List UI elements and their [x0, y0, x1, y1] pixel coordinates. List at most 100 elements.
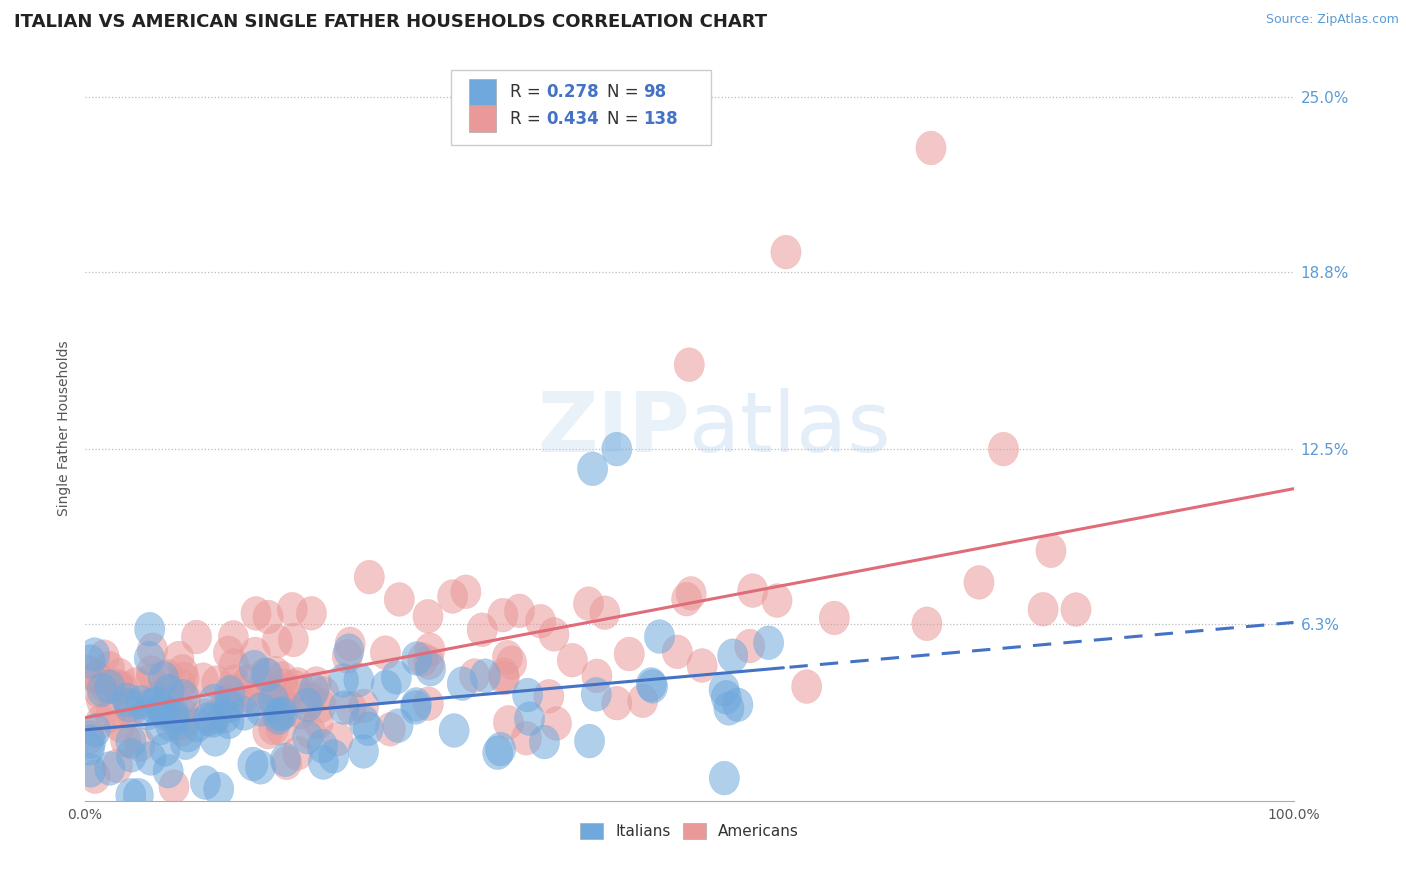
Ellipse shape [344, 663, 374, 697]
Ellipse shape [155, 707, 186, 741]
Ellipse shape [1062, 592, 1091, 626]
Ellipse shape [488, 599, 517, 632]
Ellipse shape [94, 752, 125, 785]
Ellipse shape [319, 739, 349, 773]
Ellipse shape [513, 678, 543, 712]
Ellipse shape [292, 720, 323, 754]
Ellipse shape [1036, 534, 1066, 567]
Ellipse shape [239, 650, 270, 684]
Legend: Italians, Americans: Italians, Americans [574, 817, 804, 846]
Ellipse shape [104, 672, 135, 706]
FancyBboxPatch shape [470, 105, 496, 132]
Ellipse shape [145, 711, 176, 745]
Ellipse shape [460, 658, 489, 692]
Ellipse shape [169, 698, 200, 731]
Ellipse shape [252, 658, 283, 692]
Ellipse shape [152, 659, 183, 693]
Ellipse shape [557, 643, 588, 677]
Ellipse shape [602, 433, 631, 466]
Ellipse shape [285, 695, 316, 729]
Ellipse shape [415, 652, 446, 686]
Ellipse shape [505, 594, 534, 628]
Ellipse shape [204, 772, 233, 806]
Ellipse shape [333, 634, 364, 667]
Ellipse shape [401, 690, 430, 724]
Ellipse shape [75, 645, 105, 679]
Ellipse shape [530, 725, 560, 759]
Ellipse shape [413, 599, 443, 633]
Ellipse shape [103, 749, 132, 783]
Ellipse shape [253, 600, 283, 634]
Ellipse shape [238, 747, 269, 780]
Ellipse shape [201, 699, 232, 733]
Ellipse shape [103, 669, 132, 703]
Ellipse shape [308, 730, 337, 763]
Ellipse shape [280, 670, 309, 704]
Ellipse shape [253, 715, 283, 749]
Ellipse shape [135, 741, 166, 775]
Ellipse shape [489, 661, 519, 695]
Ellipse shape [688, 648, 717, 682]
Ellipse shape [219, 665, 249, 698]
Ellipse shape [437, 580, 468, 614]
Ellipse shape [267, 662, 298, 695]
Ellipse shape [662, 635, 692, 669]
Ellipse shape [301, 666, 332, 700]
Ellipse shape [439, 714, 470, 747]
Ellipse shape [965, 566, 994, 599]
Ellipse shape [87, 673, 117, 706]
Ellipse shape [820, 601, 849, 635]
Ellipse shape [672, 582, 702, 616]
Ellipse shape [148, 661, 179, 695]
Ellipse shape [494, 706, 523, 739]
Ellipse shape [82, 660, 112, 694]
Ellipse shape [181, 620, 212, 654]
Ellipse shape [240, 597, 271, 631]
Ellipse shape [581, 677, 612, 711]
Ellipse shape [304, 705, 333, 739]
Ellipse shape [295, 683, 326, 716]
Text: 98: 98 [644, 84, 666, 102]
Ellipse shape [582, 659, 612, 693]
Text: ITALIAN VS AMERICAN SINGLE FATHER HOUSEHOLDS CORRELATION CHART: ITALIAN VS AMERICAN SINGLE FATHER HOUSEH… [14, 13, 768, 31]
Ellipse shape [323, 723, 353, 756]
Ellipse shape [575, 724, 605, 758]
Ellipse shape [96, 698, 125, 732]
Ellipse shape [138, 633, 167, 666]
Ellipse shape [589, 596, 620, 630]
Ellipse shape [401, 688, 432, 722]
Ellipse shape [264, 698, 295, 731]
Ellipse shape [353, 712, 384, 746]
Ellipse shape [308, 746, 339, 780]
Ellipse shape [135, 612, 165, 646]
Ellipse shape [153, 676, 184, 709]
Ellipse shape [142, 686, 173, 720]
Text: N =: N = [607, 110, 644, 128]
Ellipse shape [262, 624, 292, 658]
Ellipse shape [246, 692, 276, 726]
Ellipse shape [86, 705, 117, 739]
Ellipse shape [197, 704, 228, 738]
Ellipse shape [166, 669, 195, 703]
Ellipse shape [384, 582, 415, 616]
Ellipse shape [160, 702, 190, 736]
Ellipse shape [402, 641, 432, 675]
Ellipse shape [709, 761, 740, 795]
Y-axis label: Single Father Households: Single Father Households [58, 340, 72, 516]
Ellipse shape [349, 690, 378, 723]
Ellipse shape [270, 743, 301, 777]
Ellipse shape [382, 709, 413, 742]
Ellipse shape [299, 673, 329, 707]
Ellipse shape [988, 433, 1018, 466]
Ellipse shape [541, 706, 572, 740]
Ellipse shape [83, 674, 114, 707]
Ellipse shape [142, 681, 173, 715]
Ellipse shape [1028, 592, 1059, 626]
Ellipse shape [167, 680, 198, 713]
Ellipse shape [413, 646, 444, 680]
Text: Source: ZipAtlas.com: Source: ZipAtlas.com [1265, 13, 1399, 27]
Ellipse shape [76, 754, 105, 788]
Ellipse shape [89, 640, 120, 673]
Ellipse shape [155, 674, 184, 708]
Ellipse shape [467, 613, 498, 647]
